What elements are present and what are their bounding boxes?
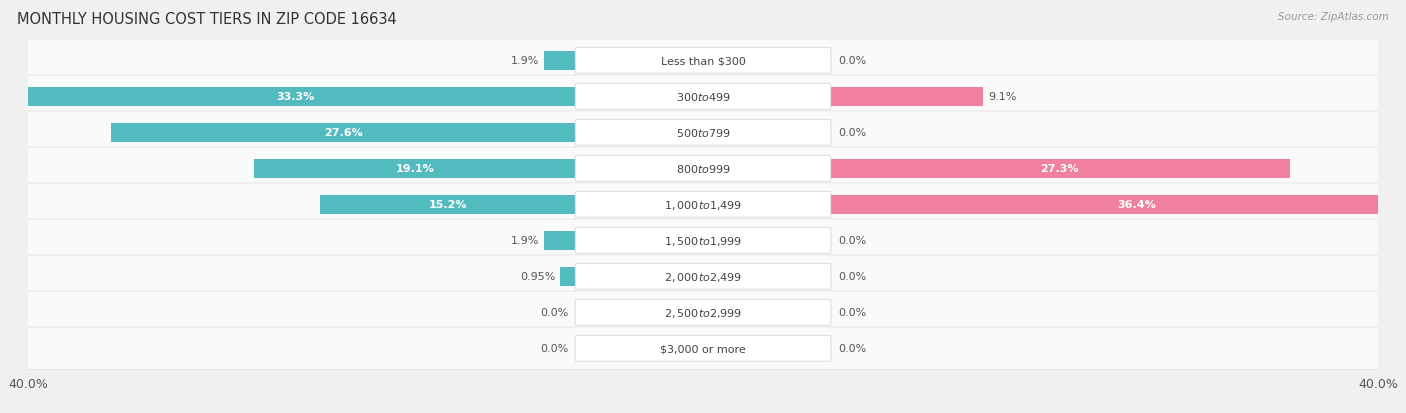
FancyBboxPatch shape <box>18 112 1388 154</box>
Text: 33.3%: 33.3% <box>277 92 315 102</box>
Text: 0.0%: 0.0% <box>838 307 866 318</box>
Text: $2,000 to $2,499: $2,000 to $2,499 <box>664 270 742 283</box>
FancyBboxPatch shape <box>18 327 1388 370</box>
Bar <box>254 159 576 178</box>
Text: 0.0%: 0.0% <box>838 271 866 282</box>
FancyBboxPatch shape <box>575 299 831 325</box>
Text: 27.6%: 27.6% <box>325 128 363 138</box>
Bar <box>830 88 983 106</box>
Text: Source: ZipAtlas.com: Source: ZipAtlas.com <box>1278 12 1389 22</box>
Text: 0.95%: 0.95% <box>520 271 555 282</box>
FancyBboxPatch shape <box>575 120 831 146</box>
FancyBboxPatch shape <box>575 335 831 361</box>
Text: 1.9%: 1.9% <box>510 56 540 66</box>
Bar <box>561 267 576 286</box>
Text: $2,500 to $2,999: $2,500 to $2,999 <box>664 306 742 319</box>
Text: 0.0%: 0.0% <box>540 307 568 318</box>
Text: MONTHLY HOUSING COST TIERS IN ZIP CODE 16634: MONTHLY HOUSING COST TIERS IN ZIP CODE 1… <box>17 12 396 27</box>
Text: 27.3%: 27.3% <box>1040 164 1078 174</box>
Text: 0.0%: 0.0% <box>540 343 568 354</box>
Bar <box>544 231 576 250</box>
FancyBboxPatch shape <box>18 183 1388 226</box>
Text: 15.2%: 15.2% <box>429 200 467 210</box>
Bar <box>14 88 576 106</box>
FancyBboxPatch shape <box>575 192 831 218</box>
Text: 36.4%: 36.4% <box>1118 200 1156 210</box>
Bar <box>111 123 576 142</box>
Bar <box>830 159 1291 178</box>
Text: 19.1%: 19.1% <box>396 164 434 174</box>
Text: 0.0%: 0.0% <box>838 343 866 354</box>
Text: 1.9%: 1.9% <box>510 236 540 246</box>
Bar <box>321 195 576 214</box>
Bar <box>544 52 576 70</box>
Text: $3,000 or more: $3,000 or more <box>661 343 745 354</box>
Text: $500 to $799: $500 to $799 <box>675 127 731 139</box>
Text: 0.0%: 0.0% <box>838 128 866 138</box>
Text: 9.1%: 9.1% <box>988 92 1017 102</box>
FancyBboxPatch shape <box>18 219 1388 262</box>
FancyBboxPatch shape <box>575 228 831 254</box>
FancyBboxPatch shape <box>18 40 1388 82</box>
FancyBboxPatch shape <box>575 263 831 290</box>
FancyBboxPatch shape <box>18 76 1388 118</box>
FancyBboxPatch shape <box>575 84 831 110</box>
FancyBboxPatch shape <box>575 48 831 74</box>
Text: $800 to $999: $800 to $999 <box>675 163 731 175</box>
Text: 0.0%: 0.0% <box>838 236 866 246</box>
FancyBboxPatch shape <box>575 156 831 182</box>
Text: Less than $300: Less than $300 <box>661 56 745 66</box>
FancyBboxPatch shape <box>18 147 1388 190</box>
Bar <box>830 195 1406 214</box>
FancyBboxPatch shape <box>18 255 1388 298</box>
Text: $1,000 to $1,499: $1,000 to $1,499 <box>664 198 742 211</box>
FancyBboxPatch shape <box>18 291 1388 334</box>
Text: 0.0%: 0.0% <box>838 56 866 66</box>
Text: $1,500 to $1,999: $1,500 to $1,999 <box>664 234 742 247</box>
Text: $300 to $499: $300 to $499 <box>675 91 731 103</box>
